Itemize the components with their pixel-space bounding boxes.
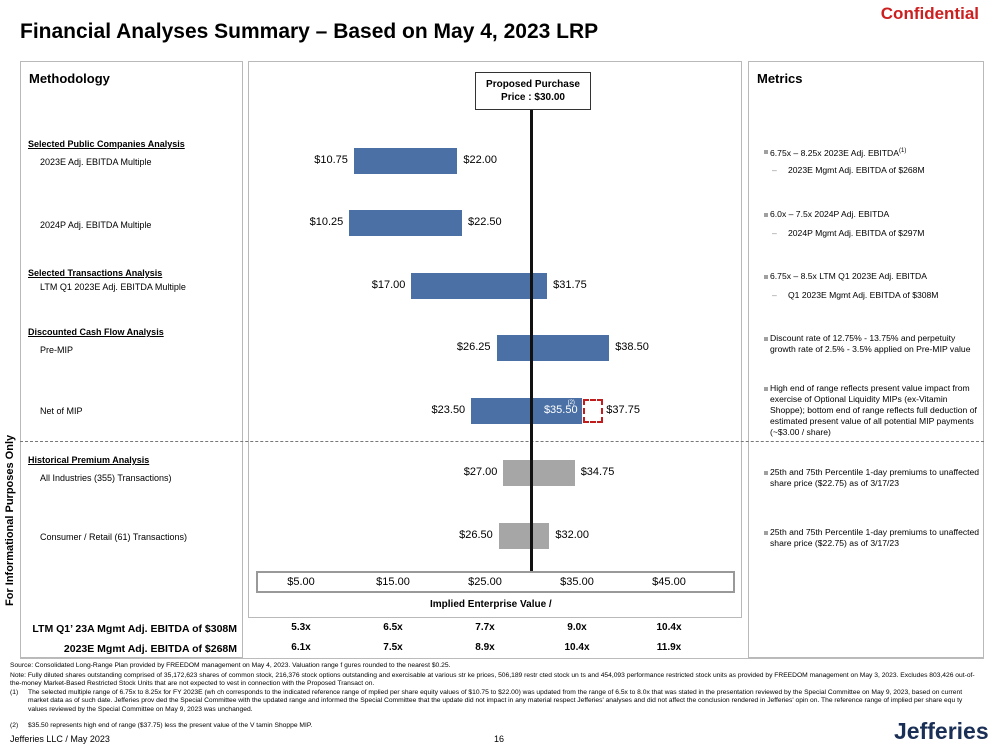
metric-subtext: Q1 2023E Mgmt Adj. EBITDA of $308M [788, 290, 939, 300]
row-label: All Industries (355) Transactions) [40, 473, 172, 483]
range-bar [411, 273, 548, 299]
x-tick-label: $45.00 [652, 576, 686, 588]
section-heading-public-companies: Selected Public Companies Analysis [28, 139, 185, 149]
proposed-price-line [530, 96, 533, 572]
multiple-value: 11.9x [656, 642, 682, 653]
range-bar [503, 460, 575, 486]
row-label: Pre-MIP [40, 345, 74, 355]
range-bar [496, 335, 610, 361]
bullet-icon [764, 213, 768, 217]
range-bar [498, 523, 550, 549]
confidential-label: Confidential [880, 4, 979, 23]
footnote-text: The selected multiple range of 6.75x to … [28, 689, 963, 713]
bullet-icon [764, 275, 768, 279]
bar-inner-label: $35.50 [543, 404, 578, 416]
bullet-icon [764, 531, 768, 535]
page-title: Financial Analyses Summary – Based on Ma… [20, 20, 599, 43]
proposed-price-line1: Proposed Purchase [486, 79, 580, 90]
metric-text: 6.0x – 7.5x 2024P Adj. EBITDA [770, 209, 890, 219]
bar-low-label: $10.25 [309, 216, 344, 228]
x-tick-label: $5.00 [287, 576, 315, 588]
x-axis-title: Implied Enterprise Value / [430, 599, 552, 610]
multiple-row-label: LTM Q1’ 23A Mgmt Adj. EBITDA of $308M [32, 623, 237, 635]
footnote-number: (2) [10, 722, 19, 729]
notes-divider [20, 658, 984, 659]
x-tick-label: $15.00 [376, 576, 410, 588]
footnote-number: (1) [10, 689, 19, 696]
multiple-value: 6.5x [383, 622, 403, 633]
dash-icon: – [772, 228, 777, 238]
source-note: Source: Consolidated Long-Range Plan pro… [10, 662, 451, 669]
multiple-value: 7.7x [475, 622, 495, 633]
jefferies-logo: Jefferies [894, 718, 989, 744]
multiple-row-label: 2023E Mgmt Adj. EBITDA of $268M [63, 643, 237, 655]
metric-text: 25th and 75th Percentile 1-day premiums … [770, 467, 980, 488]
general-note: Note: Fully diluted shares outstanding c… [10, 672, 975, 688]
mip-extension-box [582, 399, 604, 423]
multiple-value: 5.3x [291, 622, 311, 633]
section-heading-premium: Historical Premium Analysis [28, 455, 150, 465]
chart-panel [248, 61, 742, 618]
multiple-value: 10.4x [564, 642, 590, 653]
bar-high-label: $31.75 [553, 279, 587, 291]
bar-low-label: $23.50 [431, 404, 466, 416]
bar-high-label: $34.75 [580, 466, 615, 478]
metric-text: 25th and 75th Percentile 1-day premiums … [770, 527, 980, 548]
bar-high-label: $32.00 [555, 529, 590, 541]
metrics-panel: Metrics [748, 61, 984, 658]
proposed-price-line2: Price : $30.00 [501, 92, 565, 103]
x-axis-box [256, 571, 735, 593]
multiple-value: 10.4x [656, 622, 682, 633]
bullet-icon [764, 337, 768, 341]
range-bar [471, 398, 582, 424]
metric-subtext: 2024P Mgmt Adj. EBITDA of $297M [788, 228, 925, 238]
row-label: LTM Q1 2023E Adj. EBITDA Multiple [40, 282, 186, 292]
metric-text: Discount rate of 12.75% - 13.75% and per… [770, 333, 971, 354]
metric-text: High end of range reflects present value… [770, 383, 977, 437]
dash-icon: – [772, 165, 777, 175]
metric-text: 6.75x – 8.25x 2023E Adj. EBITDA [770, 147, 899, 158]
bar-high-label: $22.00 [463, 154, 498, 166]
footnote-ref: (1) [899, 148, 907, 154]
section-separator [20, 441, 984, 442]
row-label: 2024P Adj. EBITDA Multiple [40, 220, 152, 230]
multiple-value: 6.1x [291, 642, 311, 653]
range-bar [349, 210, 462, 236]
metrics-title: Metrics [757, 71, 803, 86]
methodology-panel: Methodology [20, 61, 243, 658]
footer-firm: Jefferies LLC / May 2023 [10, 734, 110, 744]
dash-icon: – [772, 290, 777, 300]
bar-high-label: $38.50 [615, 341, 649, 353]
multiple-value: 8.9x [475, 642, 495, 653]
x-tick-label: $25.00 [468, 576, 502, 588]
methodology-title: Methodology [29, 71, 110, 86]
bar-low-label: $26.50 [459, 529, 493, 541]
metric-subtext: 2023E Mgmt Adj. EBITDA of $268M [788, 165, 925, 175]
side-label: For Informational Purposes Only [4, 434, 16, 606]
bar-high-label: $22.50 [468, 216, 502, 228]
x-tick-label: $35.00 [560, 576, 594, 588]
bar-low-label: $10.75 [314, 154, 348, 166]
page-number: 16 [494, 734, 505, 744]
bar-low-label: $27.00 [463, 466, 498, 478]
bar-high-label: $37.75 [606, 404, 640, 416]
row-label: 2023E Adj. EBITDA Multiple [40, 157, 152, 167]
row-label: Consumer / Retail (61) Transactions) [40, 532, 188, 542]
row-label: Net of MIP [40, 406, 83, 416]
section-heading-dcf: Discounted Cash Flow Analysis [28, 327, 164, 337]
bullet-icon [764, 150, 768, 154]
bar-low-label: $26.25 [456, 341, 491, 353]
multiple-value: 9.0x [567, 622, 587, 633]
bullet-icon [764, 471, 768, 475]
bar-low-label: $17.00 [371, 279, 406, 291]
proposed-price-box: Proposed Purchase Price : $30.00 [475, 72, 591, 110]
metric-text: 6.75x – 8.5x LTM Q1 2023E Adj. EBITDA [770, 271, 927, 281]
bar-footnote-ref: (2) [567, 400, 575, 406]
multiple-value: 7.5x [383, 642, 403, 653]
range-bar [353, 148, 458, 174]
section-heading-transactions: Selected Transactions Analysis [28, 268, 163, 278]
footnote-text: $35.50 represents high end of range ($37… [28, 722, 313, 729]
bullet-icon [764, 387, 768, 391]
